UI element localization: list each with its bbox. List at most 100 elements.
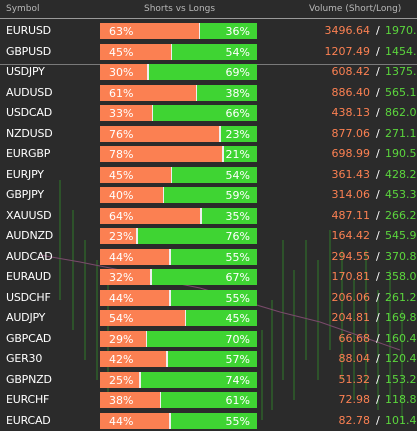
volume-separator: / xyxy=(376,127,380,140)
volume-separator: / xyxy=(376,311,380,324)
long-percent: 69% xyxy=(226,66,250,79)
long-percent: 57% xyxy=(226,353,250,366)
symbol-column-header: Symbol xyxy=(6,4,40,14)
long-volume: 370.88 xyxy=(385,250,417,263)
short-volume: 51.32 xyxy=(276,373,370,386)
sentiment-bar: 76% 23% xyxy=(100,126,257,142)
long-volume: 565.13 xyxy=(385,86,417,99)
symbol-label: GBPNZD xyxy=(6,373,52,386)
volume-separator: / xyxy=(376,291,380,304)
sentiment-bar: 40%59% xyxy=(100,187,257,203)
short-percent: 45% xyxy=(109,46,133,59)
long-percent: 55% xyxy=(226,251,250,264)
short-percent: 30% xyxy=(109,66,133,79)
long-volume: 118.81 xyxy=(385,393,417,406)
short-percent: 32% xyxy=(109,271,133,284)
short-volume: 1207.49 xyxy=(276,45,370,58)
short-volume: 886.40 xyxy=(276,86,370,99)
long-percent: 66% xyxy=(226,107,250,120)
symbol-label: AUDJPY xyxy=(6,311,45,324)
volume-separator: / xyxy=(376,147,380,160)
long-volume: 428.26 xyxy=(385,168,417,181)
short-percent: 76% xyxy=(109,128,133,141)
short-volume: 487.11 xyxy=(276,209,370,222)
volume-separator: / xyxy=(376,414,380,427)
short-percent: 29% xyxy=(109,333,133,346)
long-volume: 266.27 xyxy=(385,209,417,222)
volume-separator: / xyxy=(376,229,380,242)
volume-separator: / xyxy=(376,65,380,78)
short-percent: 38% xyxy=(109,394,133,407)
long-volume: 160.40 xyxy=(385,332,417,345)
sentiment-bar: 32%67% xyxy=(100,269,257,285)
short-percent: 23% xyxy=(109,230,133,243)
long-volume: 1970.14 xyxy=(385,24,417,37)
symbol-label: EURJPY xyxy=(6,168,44,181)
volume-separator: / xyxy=(376,106,380,119)
long-percent: 23% xyxy=(226,128,250,141)
table-row[interactable]: GBPNZD 25%74% 51.32 / 153.29 xyxy=(0,370,417,391)
long-volume: 271.17 xyxy=(385,127,417,140)
header-divider xyxy=(0,18,417,19)
sentiment-bar: 44% 55% xyxy=(100,290,257,306)
short-volume: 66.68 xyxy=(276,332,370,345)
long-volume: 169.82 xyxy=(385,311,417,324)
long-percent: 36% xyxy=(226,25,250,38)
short-volume: 314.06 xyxy=(276,188,370,201)
long-volume: 358.01 xyxy=(385,270,417,283)
sentiment-bar: 25%74% xyxy=(100,372,257,388)
volume-separator: / xyxy=(376,352,380,365)
short-volume: 88.04 xyxy=(276,352,370,365)
long-volume: 101.41 xyxy=(385,414,417,427)
long-volume: 190.55 xyxy=(385,147,417,160)
volume-separator: / xyxy=(376,250,380,263)
table-header: Symbol Shorts vs Longs Volume (Short/Lon… xyxy=(0,0,417,16)
symbol-label: EURCHF xyxy=(6,393,49,406)
symbol-label: AUDCAD xyxy=(6,250,53,263)
short-percent: 64% xyxy=(109,210,133,223)
volume-separator: / xyxy=(376,373,380,386)
short-percent: 40% xyxy=(109,189,133,202)
sentiment-bar: 61%38% xyxy=(100,85,257,101)
symbol-label: EURUSD xyxy=(6,24,51,37)
sentiment-bar: 45%54% xyxy=(100,167,257,183)
volume-separator: / xyxy=(376,332,380,345)
sentiment-bar: 23%76% xyxy=(100,228,257,244)
long-volume: 1375.50 xyxy=(385,65,417,78)
symbol-label: AUDUSD xyxy=(6,86,52,99)
short-percent: 42% xyxy=(109,353,133,366)
volume-separator: / xyxy=(376,168,380,181)
long-percent: 54% xyxy=(226,169,250,182)
long-volume: 153.29 xyxy=(385,373,417,386)
volume-separator: / xyxy=(376,270,380,283)
short-volume: 72.98 xyxy=(276,393,370,406)
sentiment-bar: 30% 69% xyxy=(100,64,257,80)
symbol-label: GBPUSD xyxy=(6,45,51,58)
sentiment-bar: 64%35% xyxy=(100,208,257,224)
symbol-label: EURGBP xyxy=(6,147,50,160)
long-percent: 55% xyxy=(226,292,250,305)
symbol-label: NZDUSD xyxy=(6,127,53,140)
sentiment-bar: 44%55% xyxy=(100,413,257,429)
short-percent: 44% xyxy=(109,292,133,305)
volume-separator: / xyxy=(376,393,380,406)
